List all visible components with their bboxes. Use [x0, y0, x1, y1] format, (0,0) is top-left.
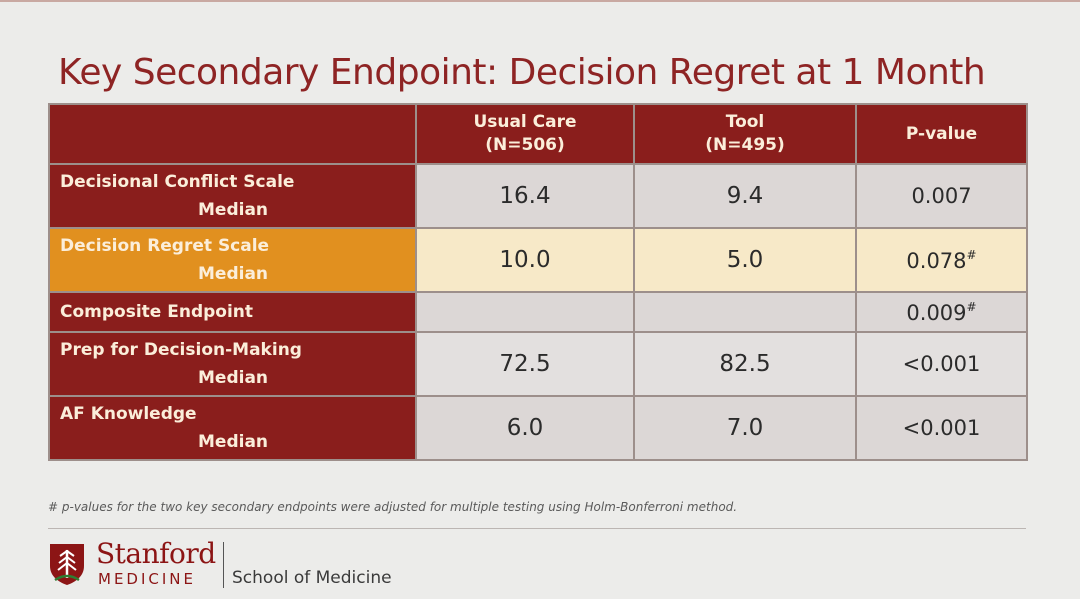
header-tool-label: Tool [725, 112, 765, 132]
usual-care-value: 16.4 [415, 163, 635, 229]
row-label-cell: Decision Regret Scale Median [48, 227, 417, 293]
row-label: Composite Endpoint [60, 302, 254, 322]
p-value: 0.009 [906, 300, 967, 325]
p-value: <0.001 [902, 416, 981, 440]
p-value: <0.001 [902, 352, 981, 376]
logo-wordmark: Stanford [96, 537, 216, 570]
results-table: Usual Care (N=506) Tool (N=495) P-value … [48, 103, 1028, 461]
header-empty-cell [48, 103, 417, 165]
footnote-mark: # [966, 247, 977, 262]
table-row: AF Knowledge Median 6.0 7.0 <0.001 [48, 395, 1028, 461]
row-sublabel: Median [198, 368, 269, 388]
tool-value: 7.0 [633, 395, 857, 461]
row-label-cell: Decisional Conflict Scale Median [48, 163, 417, 229]
tool-value: 9.4 [633, 163, 857, 229]
header-row: Usual Care (N=506) Tool (N=495) P-value [48, 103, 1028, 165]
header-usual-care: Usual Care (N=506) [415, 103, 635, 165]
footnote: # p-values for the two key secondary end… [48, 500, 738, 514]
header-usual-care-label: Usual Care [473, 112, 577, 132]
p-value: 0.007 [911, 184, 972, 208]
header-usual-care-n: (N=506) [485, 135, 565, 155]
row-label: Decision Regret Scale [60, 236, 270, 256]
row-label: Decisional Conflict Scale [60, 172, 295, 192]
table-row: Prep for Decision-Making Median 72.5 82.… [48, 331, 1028, 397]
usual-care-value: 10.0 [415, 227, 635, 293]
row-sublabel: Median [198, 200, 269, 220]
logo-school: School of Medicine [232, 568, 392, 588]
footnote-mark: # [966, 299, 977, 314]
tool-value: 5.0 [633, 227, 857, 293]
row-label-cell: Composite Endpoint [48, 291, 417, 333]
p-value: 0.078 [906, 248, 967, 273]
tool-value: 82.5 [633, 331, 857, 397]
stanford-medicine-logo: Stanford MEDICINE School of Medicine [48, 537, 468, 590]
table-row: Composite Endpoint 0.009# [48, 291, 1028, 333]
row-label-cell: Prep for Decision-Making Median [48, 331, 417, 397]
table-row: Decisional Conflict Scale Median 16.4 9.… [48, 163, 1028, 229]
stanford-shield-icon [50, 544, 84, 585]
p-value-cell: <0.001 [855, 331, 1028, 397]
header-tool-n: (N=495) [705, 135, 785, 155]
p-value-cell: 0.009# [855, 291, 1028, 333]
slide-title: Key Secondary Endpoint: Decision Regret … [58, 52, 986, 93]
row-sublabel: Median [198, 432, 269, 452]
p-value-cell: <0.001 [855, 395, 1028, 461]
p-value-cell: 0.078# [855, 227, 1028, 293]
usual-care-value: 6.0 [415, 395, 635, 461]
row-label: AF Knowledge [60, 404, 197, 424]
header-p-value: P-value [855, 103, 1028, 165]
header-tool: Tool (N=495) [633, 103, 857, 165]
logo-unit: MEDICINE [98, 570, 196, 588]
header-p-value-label: P-value [905, 123, 978, 144]
table-row-highlighted: Decision Regret Scale Median 10.0 5.0 0.… [48, 227, 1028, 293]
row-sublabel: Median [198, 264, 269, 284]
usual-care-value [415, 291, 635, 333]
logo-divider [223, 542, 224, 588]
tool-value [633, 291, 857, 333]
p-value-cell: 0.007 [855, 163, 1028, 229]
footer-divider [48, 528, 1026, 529]
usual-care-value: 72.5 [415, 331, 635, 397]
row-label: Prep for Decision-Making [60, 340, 302, 360]
top-divider [0, 0, 1080, 2]
row-label-cell: AF Knowledge Median [48, 395, 417, 461]
